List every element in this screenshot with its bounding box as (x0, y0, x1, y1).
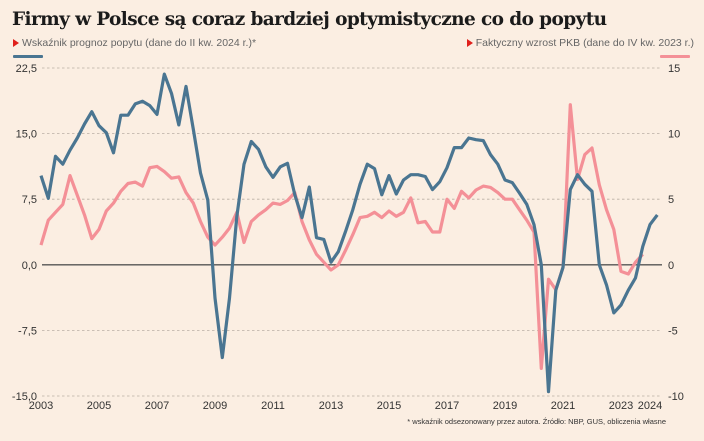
y-axis-right: 15 10 5 0 -5 -10 (668, 63, 684, 403)
x-tick-label: 2009 (203, 400, 227, 412)
x-tick-label: 2003 (29, 400, 53, 412)
x-tick-label: 2023 (609, 400, 633, 412)
x-tick-label: 2007 (145, 400, 169, 412)
legend-label-demand-index: Wskaźnik prognoz popytu (dane do II kw. … (22, 37, 257, 49)
y-tick-label-left: 15,0 (16, 129, 37, 141)
series-line-demand-index (39, 72, 659, 394)
chart-title: Firmy w Polsce są coraz bardziej optymis… (12, 9, 607, 30)
x-tick-label: 2024 (638, 400, 662, 412)
x-tick-label: 2011 (261, 400, 285, 412)
y-tick-label-right: 5 (668, 194, 674, 206)
triangle-marker-icon (13, 39, 19, 47)
x-tick-label: 2015 (377, 400, 401, 412)
y-tick-label-left: -7,5 (18, 325, 37, 337)
y-tick-label-right: -10 (668, 391, 684, 403)
y-tick-label-right: -5 (668, 325, 678, 337)
series-line-gdp-growth (39, 103, 644, 370)
y-tick-label-right: 15 (668, 63, 680, 75)
y-tick-label-left: 7,5 (22, 194, 37, 206)
x-axis: 2003 2005 2007 2009 2011 2013 2015 2017 2019 2021… (29, 400, 662, 412)
triangle-marker-icon (466, 39, 473, 47)
x-tick-label: 2013 (319, 400, 343, 412)
y-axis-left: 22,5 15,0 7,5 0,0 -7,5 -15,0 (12, 63, 37, 403)
y-tick-label-left: 22,5 (16, 63, 37, 75)
legend-label-gdp-growth: Faktyczny wzrost PKB (dane do IV kw. 202… (475, 37, 694, 49)
x-tick-label: 2019 (493, 400, 517, 412)
x-tick-label: 2005 (87, 400, 111, 412)
footnote: * wskaźnik odsezonowany przez autora. Źr… (407, 417, 666, 426)
legend-swatch-gdp-growth (660, 55, 690, 58)
legend-swatch-demand-index (13, 55, 43, 58)
series-lines (39, 72, 659, 394)
gridlines (42, 67, 662, 397)
y-tick-label-right: 0 (668, 260, 674, 272)
x-tick-label: 2017 (435, 400, 459, 412)
y-tick-label-left: 0,0 (22, 260, 37, 272)
y-tick-label-right: 10 (668, 129, 680, 141)
y-tick-label-left: -15,0 (12, 391, 37, 403)
x-tick-label: 2021 (551, 400, 575, 412)
legend-item-gdp-growth: Faktyczny wzrost PKB (dane do IV kw. 202… (466, 37, 694, 49)
legend-item-demand-index: Wskaźnik prognoz popytu (dane do II kw. … (13, 37, 256, 49)
